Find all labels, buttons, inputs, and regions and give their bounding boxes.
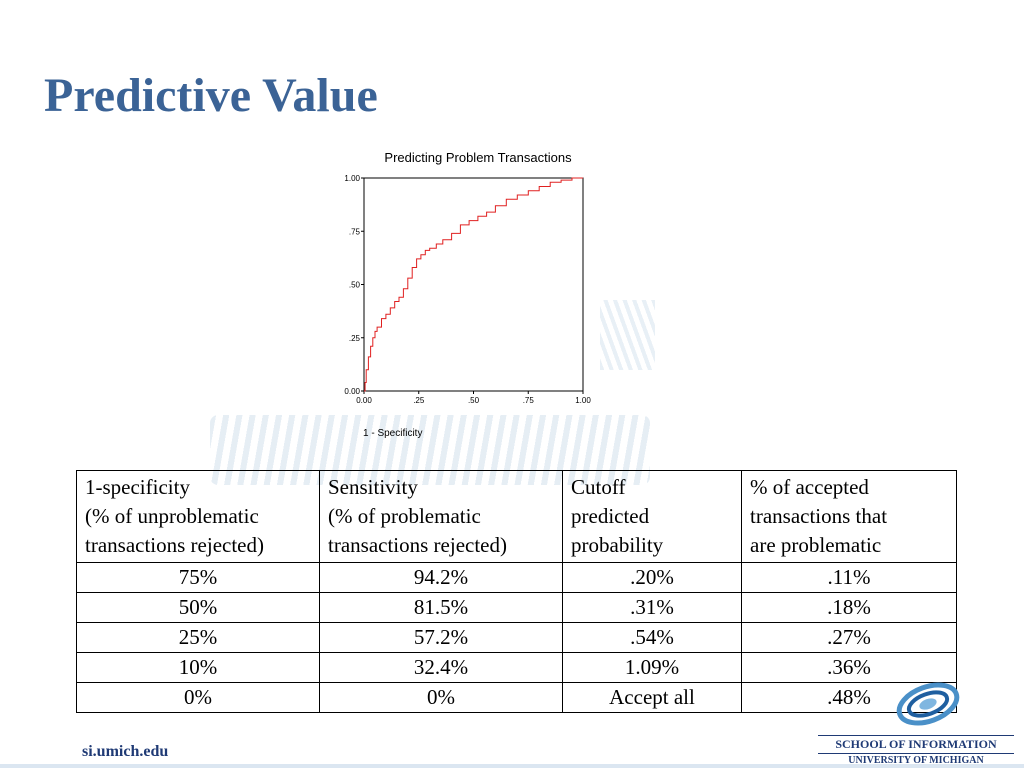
predictive-value-table: 1-specificity (% of unproblematic transa… — [76, 470, 957, 713]
cell-cutoff: Accept all — [562, 682, 742, 713]
cell-cutoff: .54% — [562, 622, 742, 653]
cell-sensitivity: 57.2% — [319, 622, 563, 653]
cell-problematic: .36% — [741, 652, 957, 683]
cell-specificity: 10% — [76, 652, 320, 683]
y-tick-label: 1.00 — [344, 174, 360, 183]
x-tick-label: .75 — [523, 396, 535, 405]
school-name: SCHOOL OF INFORMATION — [818, 735, 1014, 754]
x-tick-label: .25 — [413, 396, 425, 405]
table-row: 0% 0% Accept all .48% — [76, 682, 957, 713]
slide-title: Predictive Value — [44, 69, 378, 122]
x-tick-label: 1.00 — [575, 396, 591, 405]
y-tick-label: 0.00 — [344, 387, 360, 396]
plot-area: 0.00 .25 .50 .75 1.00 0.00 .25 .50 .75 1.00 — [344, 174, 591, 405]
header-sensitivity: Sensitivity (% of problematic transactio… — [319, 470, 563, 563]
school-logo-icon — [896, 682, 960, 726]
x-tick-label: .50 — [468, 396, 480, 405]
header-accepted-problematic: % of accepted transactions that are prob… — [741, 470, 957, 563]
plot-frame — [363, 177, 584, 392]
cell-specificity: 75% — [76, 562, 320, 593]
university-name: UNIVERSITY OF MICHIGAN — [848, 755, 984, 766]
y-tick-label: .75 — [349, 227, 361, 236]
table-row: 25% 57.2% .54% .27% — [76, 622, 957, 653]
table-row: 50% 81.5% .31% .18% — [76, 592, 957, 623]
y-tick-label: .25 — [349, 334, 361, 343]
header-cutoff: Cutoff predicted probability — [562, 470, 742, 563]
cell-sensitivity: 94.2% — [319, 562, 563, 593]
cell-specificity: 0% — [76, 682, 320, 713]
cell-cutoff: .31% — [562, 592, 742, 623]
table-row: 75% 94.2% .20% .11% — [76, 562, 957, 593]
x-tick-label: 0.00 — [356, 396, 372, 405]
cell-cutoff: 1.09% — [562, 652, 742, 683]
chart-title: Predicting Problem Transactions — [384, 150, 572, 165]
table-row: 10% 32.4% 1.09% .36% — [76, 652, 957, 683]
cell-sensitivity: 32.4% — [319, 652, 563, 683]
cell-specificity: 25% — [76, 622, 320, 653]
cell-problematic: .18% — [741, 592, 957, 623]
cell-problematic: .27% — [741, 622, 957, 653]
cell-problematic: .11% — [741, 562, 957, 593]
y-tick-label: .50 — [349, 281, 361, 290]
cell-cutoff: .20% — [562, 562, 742, 593]
roc-curve — [364, 177, 583, 392]
bottom-bar — [0, 764, 1024, 768]
school-wordmark: SCHOOL OF INFORMATION UNIVERSITY OF MICH… — [818, 735, 1014, 766]
x-axis-label: 1 - Specificity — [363, 428, 422, 439]
roc-chart: Predicting Problem Transactions 0.00 .25.… — [344, 150, 591, 439]
table-header-row: 1-specificity (% of unproblematic transa… — [76, 470, 957, 563]
cell-sensitivity: 81.5% — [319, 592, 563, 623]
header-1-specificity: 1-specificity (% of unproblematic transa… — [76, 470, 320, 563]
background-watermark-small — [600, 300, 655, 370]
footer-url[interactable]: si.umich.edu — [82, 743, 169, 760]
cell-specificity: 50% — [76, 592, 320, 623]
cell-sensitivity: 0% — [319, 682, 563, 713]
